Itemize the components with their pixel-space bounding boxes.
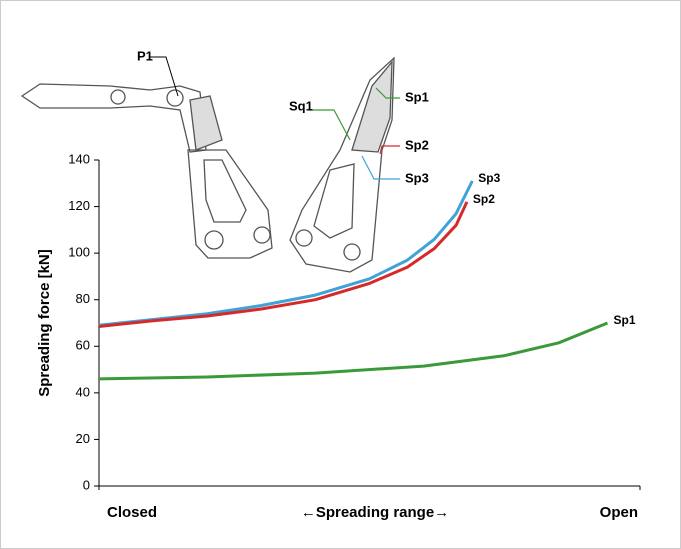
x-tick-label: Closed xyxy=(107,504,157,521)
annotation: P1 xyxy=(137,48,153,63)
y-tick-label: 120 xyxy=(68,198,90,213)
y-tick-label: 100 xyxy=(68,245,90,260)
x-axis-title: ←Spreading range→ xyxy=(301,504,449,521)
y-tick-label: 20 xyxy=(76,431,90,446)
y-tick-label: 0 xyxy=(83,477,90,492)
annotation: Sp1 xyxy=(405,89,429,104)
series-line xyxy=(98,321,609,381)
tool-illustration xyxy=(20,56,400,273)
annotation: Sp3 xyxy=(405,170,429,185)
series-line xyxy=(98,201,469,328)
annotation: Sp2 xyxy=(405,137,429,152)
y-tick-label: 80 xyxy=(76,291,90,306)
series-label: Sp1 xyxy=(614,313,636,327)
y-tick-label: 140 xyxy=(68,151,90,166)
annotation: Sq1 xyxy=(289,98,313,113)
x-tick-label: Open xyxy=(600,504,638,521)
series-label: Sp2 xyxy=(473,192,495,206)
series-line xyxy=(98,180,474,327)
y-tick-label: 60 xyxy=(76,338,90,353)
y-tick-label: 40 xyxy=(76,384,90,399)
series-label: Sp3 xyxy=(478,171,500,185)
y-axis-title: Spreading force [kN] xyxy=(36,249,53,397)
